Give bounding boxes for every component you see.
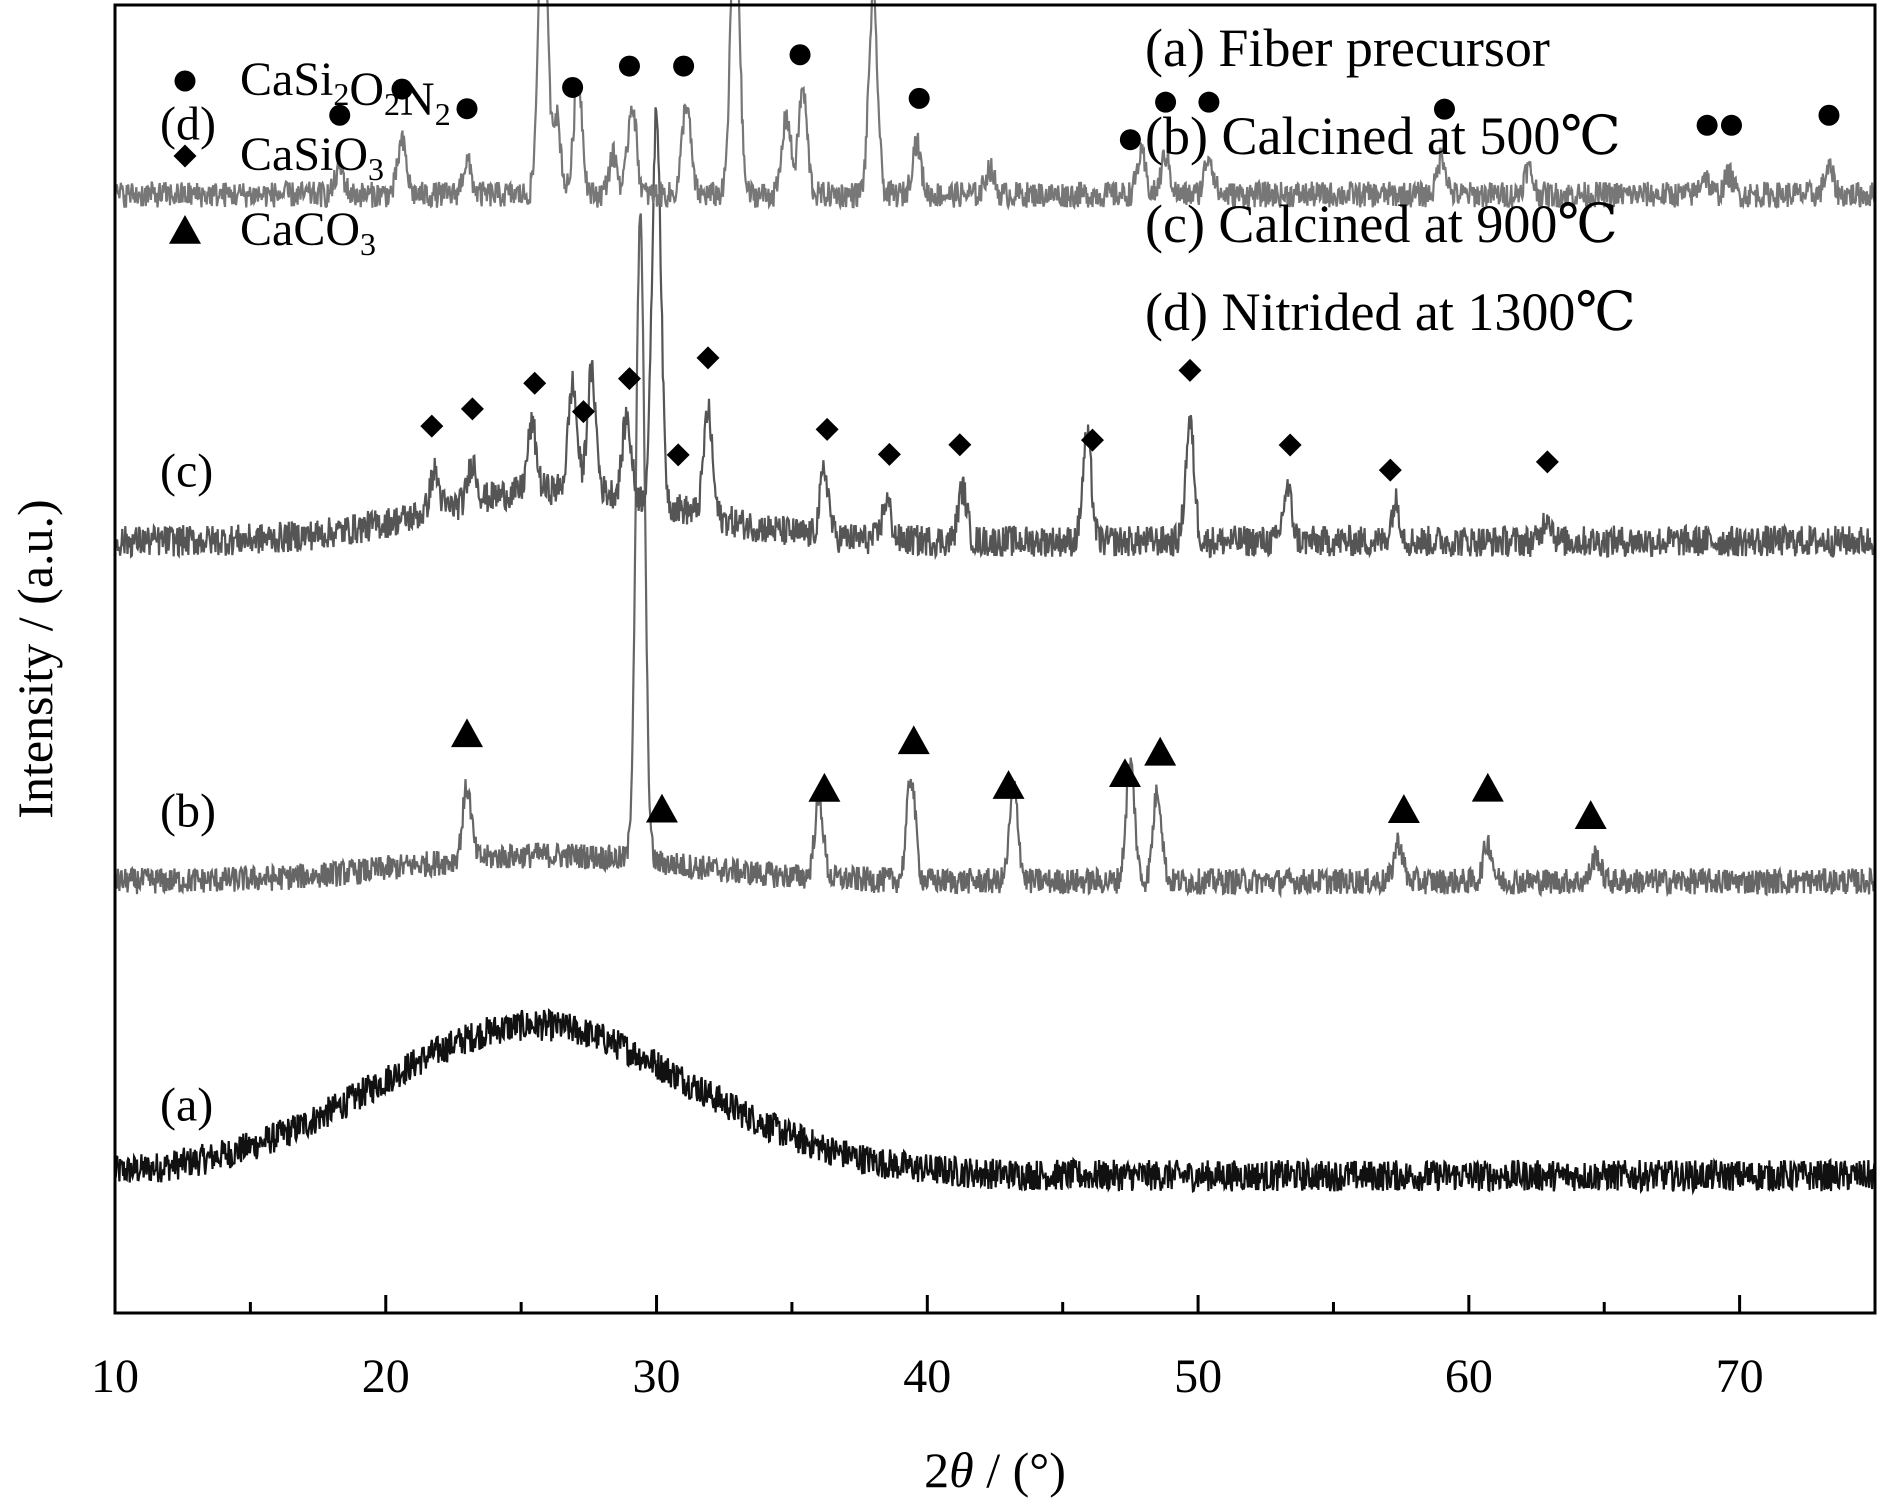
phase-marker-circle (789, 44, 811, 66)
phase-marker-circle (908, 87, 930, 109)
phase-marker-circle (174, 70, 196, 92)
series-label: (d) (160, 98, 216, 151)
series-label: (b) (160, 784, 216, 837)
x-tick-label: 60 (1445, 1350, 1493, 1403)
phase-marker-circle (1155, 91, 1177, 113)
series-legend: (a) Fiber precursor (b) Calcined at 500℃ (… (1145, 18, 1636, 342)
phase-marker-triangle (808, 772, 841, 802)
phase-legend-subscript: 2 (384, 86, 400, 122)
phase-marker-diamond (617, 367, 641, 391)
y-axis-label: Intensity / (a.u.) (7, 499, 63, 818)
x-tick-label: 40 (903, 1350, 951, 1403)
phase-marker-triangle (1144, 736, 1177, 766)
phase-marker-circle (1119, 129, 1141, 151)
phase-legend-text: CaSi (240, 53, 333, 106)
series-a: (a) (113, 1007, 1877, 1196)
series-legend-entry: (a) Fiber precursor (1145, 18, 1550, 78)
series-line (113, 1007, 1877, 1196)
phase-legend-label: CaSiO3 (240, 128, 384, 187)
phase-marker-circle (1433, 98, 1455, 120)
phase-marker-diamond (1080, 428, 1104, 452)
phase-legend-text: N (400, 73, 435, 126)
phase-legend-subscript: 3 (360, 226, 376, 262)
phase-legend-subscript: 3 (368, 151, 384, 187)
phase-marker-triangle (645, 793, 678, 823)
phase-marker-diamond (815, 417, 839, 441)
series-label: (a) (160, 1079, 213, 1132)
phase-marker-triangle (897, 725, 930, 755)
phase-marker-diamond (666, 443, 690, 467)
x-tick-label: 30 (633, 1350, 681, 1403)
x-tick-label: 50 (1174, 1350, 1222, 1403)
series-legend-entry: (b) Calcined at 500℃ (1145, 106, 1621, 166)
phase-marker-diamond (460, 397, 484, 421)
phase-marker-circle (1696, 114, 1718, 136)
phase-marker-circle (1720, 114, 1742, 136)
phase-marker-circle (329, 104, 351, 126)
phase-marker-diamond (877, 442, 901, 466)
phase-marker-diamond (1535, 450, 1559, 474)
phase-marker-triangle (451, 718, 483, 748)
phase-legend-label: CaCO3 (240, 203, 376, 262)
phase-marker-diamond (948, 433, 972, 457)
x-tick-label: 10 (91, 1350, 139, 1403)
phase-marker-circle (456, 98, 478, 120)
plot-frame (113, 3, 1877, 1315)
x-tick-label: 70 (1716, 1350, 1764, 1403)
series-line (113, 0, 1876, 211)
x-axis-label-prefix: 2 (924, 1442, 949, 1498)
plot-area: (a) (b) (c) (d) (113, 0, 1877, 1196)
phase-marker-circle (562, 76, 584, 98)
series-line (114, 213, 1877, 899)
phase-marker-circle (1818, 104, 1840, 126)
series-legend-entry: (d) Nitrided at 1300℃ (1145, 282, 1636, 342)
phase-marker-diamond (571, 400, 595, 424)
phase-legend-text: CaSiO (240, 128, 368, 181)
phase-marker-circle (391, 78, 413, 100)
phase-legend-label: CaSi2O2N2 (240, 53, 451, 132)
phase-legend-text: O (349, 63, 384, 116)
x-axis-ticks: 10 20 30 40 50 60 70 (91, 1295, 1877, 1403)
phase-marker-triangle (1108, 758, 1141, 788)
x-tick-label: 20 (362, 1350, 410, 1403)
x-axis-label-suffix: / (°) (974, 1442, 1066, 1498)
series-label: (c) (160, 444, 213, 497)
series-b: (b) (114, 213, 1877, 899)
phase-marker-diamond (1378, 458, 1402, 482)
phase-marker-circle (1198, 91, 1220, 113)
series-line (113, 107, 1876, 561)
phase-marker-diamond (420, 414, 444, 438)
phase-marker-diamond (523, 371, 547, 395)
x-axis-label-symbol: θ (949, 1442, 974, 1498)
phase-legend-text: CaCO (240, 203, 360, 256)
phase-marker-triangle (1471, 772, 1504, 802)
phase-marker-circle (618, 55, 640, 77)
phase-marker-triangle (992, 770, 1025, 799)
phase-marker-diamond (1278, 433, 1302, 457)
phase-marker-triangle (1574, 800, 1607, 829)
phase-marker-diamond (173, 144, 197, 168)
x-axis-label: 2θ / (°) (924, 1442, 1066, 1498)
series-legend-entry: (c) Calcined at 900℃ (1145, 194, 1618, 254)
phase-marker-triangle (1387, 794, 1420, 823)
phase-legend-subscript: 2 (435, 96, 451, 132)
series-d: (d) (113, 0, 1876, 211)
phase-marker-diamond (1178, 358, 1202, 382)
phase-marker-circle (673, 55, 695, 77)
phase-marker-diamond (696, 346, 720, 370)
phase-marker-triangle (169, 215, 201, 244)
phase-legend-subscript: 2 (333, 76, 349, 112)
series-c: (c) (113, 107, 1876, 561)
